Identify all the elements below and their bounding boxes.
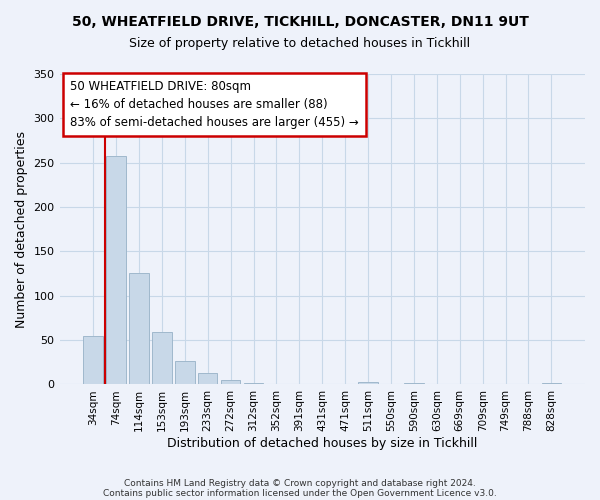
Y-axis label: Number of detached properties: Number of detached properties <box>15 130 28 328</box>
Bar <box>358 382 378 384</box>
Bar <box>542 382 561 384</box>
Bar <box>221 380 241 384</box>
Bar <box>404 382 424 384</box>
Text: 50, WHEATFIELD DRIVE, TICKHILL, DONCASTER, DN11 9UT: 50, WHEATFIELD DRIVE, TICKHILL, DONCASTE… <box>71 15 529 29</box>
Bar <box>152 332 172 384</box>
Bar <box>83 336 103 384</box>
Bar <box>129 272 149 384</box>
Bar <box>175 360 194 384</box>
Bar <box>198 373 217 384</box>
Text: Size of property relative to detached houses in Tickhill: Size of property relative to detached ho… <box>130 38 470 51</box>
Text: Contains HM Land Registry data © Crown copyright and database right 2024.: Contains HM Land Registry data © Crown c… <box>124 478 476 488</box>
Bar <box>106 156 126 384</box>
Text: 50 WHEATFIELD DRIVE: 80sqm
← 16% of detached houses are smaller (88)
83% of semi: 50 WHEATFIELD DRIVE: 80sqm ← 16% of deta… <box>70 80 359 129</box>
Bar <box>244 382 263 384</box>
Text: Contains public sector information licensed under the Open Government Licence v3: Contains public sector information licen… <box>103 488 497 498</box>
X-axis label: Distribution of detached houses by size in Tickhill: Distribution of detached houses by size … <box>167 437 478 450</box>
